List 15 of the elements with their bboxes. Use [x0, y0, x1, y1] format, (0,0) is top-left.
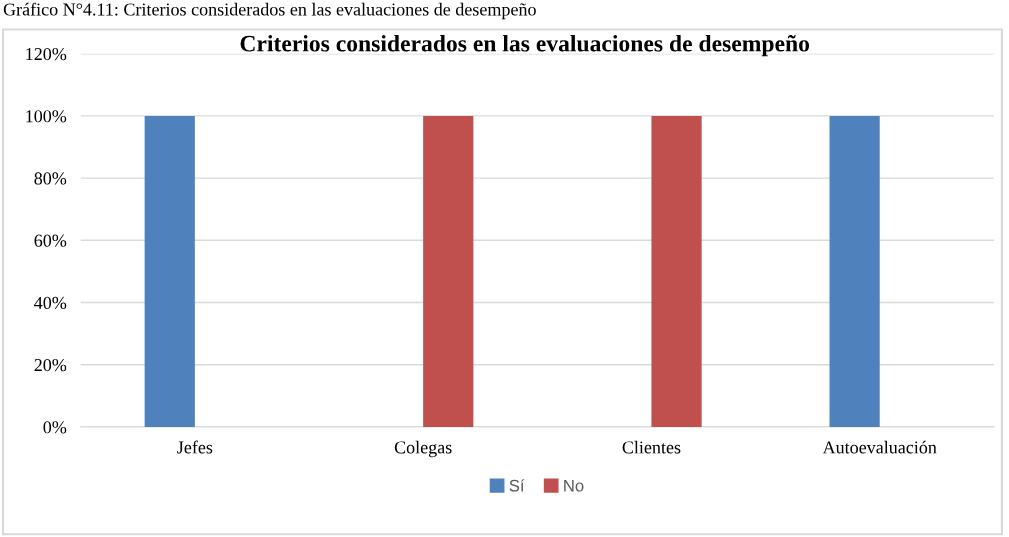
y-tick-label: 20% [34, 358, 67, 372]
y-tick-label: 0% [43, 421, 67, 434]
x-tick-label: Jefes [177, 440, 213, 454]
chart-title: Criterios considerados en las evaluaciones de desempeño [240, 34, 810, 57]
y-tick-label: 100% [26, 110, 67, 123]
legend-label: No [564, 479, 584, 492]
y-tick-label: 40% [34, 296, 67, 310]
y-tick-label: 60% [34, 234, 67, 247]
x-tick-label: Autoevaluación [822, 440, 937, 454]
y-tick-label: 80% [34, 172, 67, 185]
x-tick-label: Clientes [622, 440, 681, 454]
text: Gráfico N°4.11: Criterios considerados en las evaluaciones de desempeño [3, 2, 536, 20]
legend-label: Sí [509, 479, 525, 492]
y-tick-label: 120% [26, 47, 67, 61]
x-tick-label: Colegas [394, 440, 452, 458]
